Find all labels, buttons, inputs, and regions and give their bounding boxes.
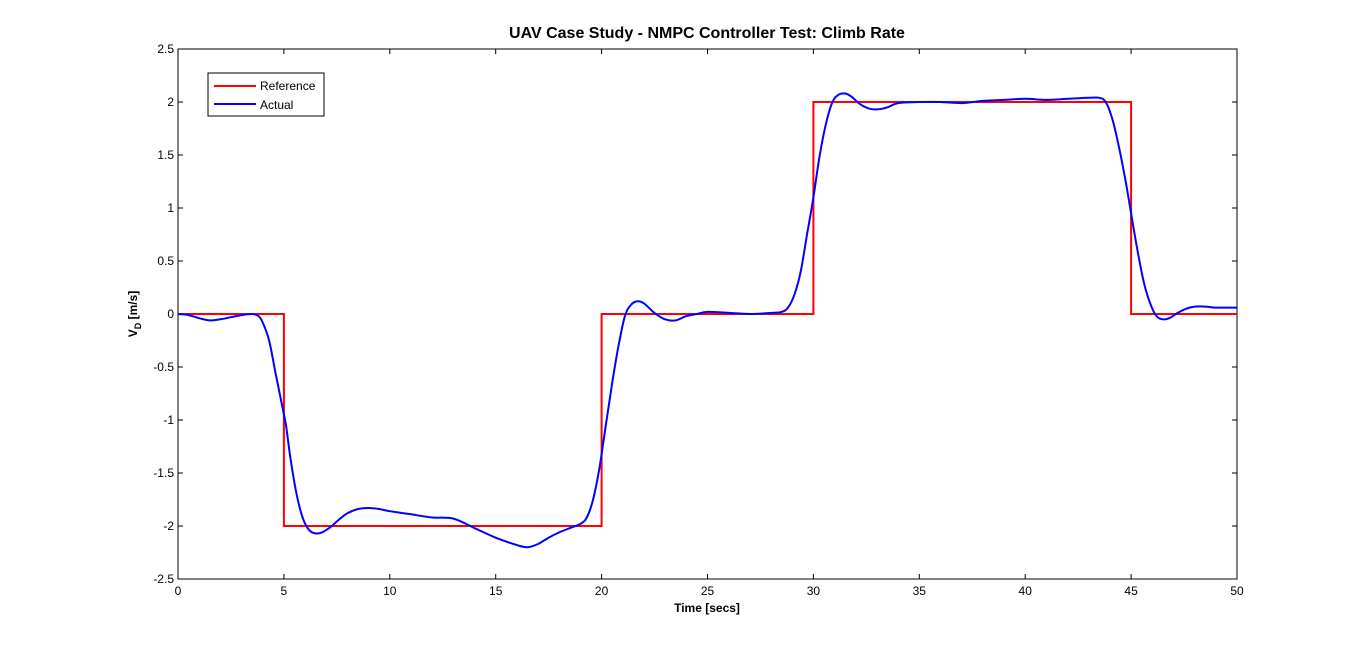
y-tick-label: -2.5 [153, 572, 174, 586]
y-tick-label: -0.5 [153, 360, 174, 374]
y-axis-ticks: -2.5 -2 -1.5 -1 -0.5 0 0.5 1 1.5 2 2.5 [153, 42, 1237, 586]
legend-box [207, 72, 325, 117]
x-tick-label: 40 [1019, 584, 1033, 598]
y-tick-label: 2.5 [157, 42, 174, 56]
y-tick-label: -1.5 [153, 466, 174, 480]
x-tick-label: 0 [175, 584, 182, 598]
x-axis-label: Time [secs] [674, 601, 740, 615]
y-axis-label-unit: [m/s] [126, 291, 140, 323]
x-tick-label: 50 [1230, 584, 1244, 598]
y-tick-label: 1 [167, 201, 174, 215]
y-tick-label: 2 [167, 95, 174, 109]
x-tick-label: 20 [595, 584, 609, 598]
x-tick-label: 30 [807, 584, 821, 598]
legend-label-reference: Reference [260, 79, 316, 93]
series-line-actual [177, 92, 1237, 549]
x-tick-label: 25 [701, 584, 715, 598]
legend: Reference Actual [207, 72, 325, 117]
y-axis-label: VD [m/s] [126, 291, 143, 338]
chart-title: UAV Case Study - NMPC Controller Test: C… [509, 25, 905, 42]
y-tick-label: -2 [163, 519, 174, 533]
y-axis-label-main: V [126, 329, 140, 337]
x-tick-label: 5 [281, 584, 288, 598]
x-tick-label: 45 [1124, 584, 1138, 598]
y-tick-label: -1 [163, 413, 174, 427]
y-axis-label-subscript: D [133, 322, 143, 329]
series-group [177, 92, 1237, 549]
x-axis-ticks: 0 5 10 15 20 25 30 35 40 45 50 [175, 49, 1244, 598]
x-tick-label: 35 [913, 584, 927, 598]
x-tick-label: 15 [489, 584, 503, 598]
y-tick-label: 0 [167, 307, 174, 321]
x-tick-label: 10 [383, 584, 397, 598]
legend-label-actual: Actual [260, 98, 293, 112]
y-tick-label: 1.5 [157, 148, 174, 162]
y-tick-label: 0.5 [157, 254, 174, 268]
